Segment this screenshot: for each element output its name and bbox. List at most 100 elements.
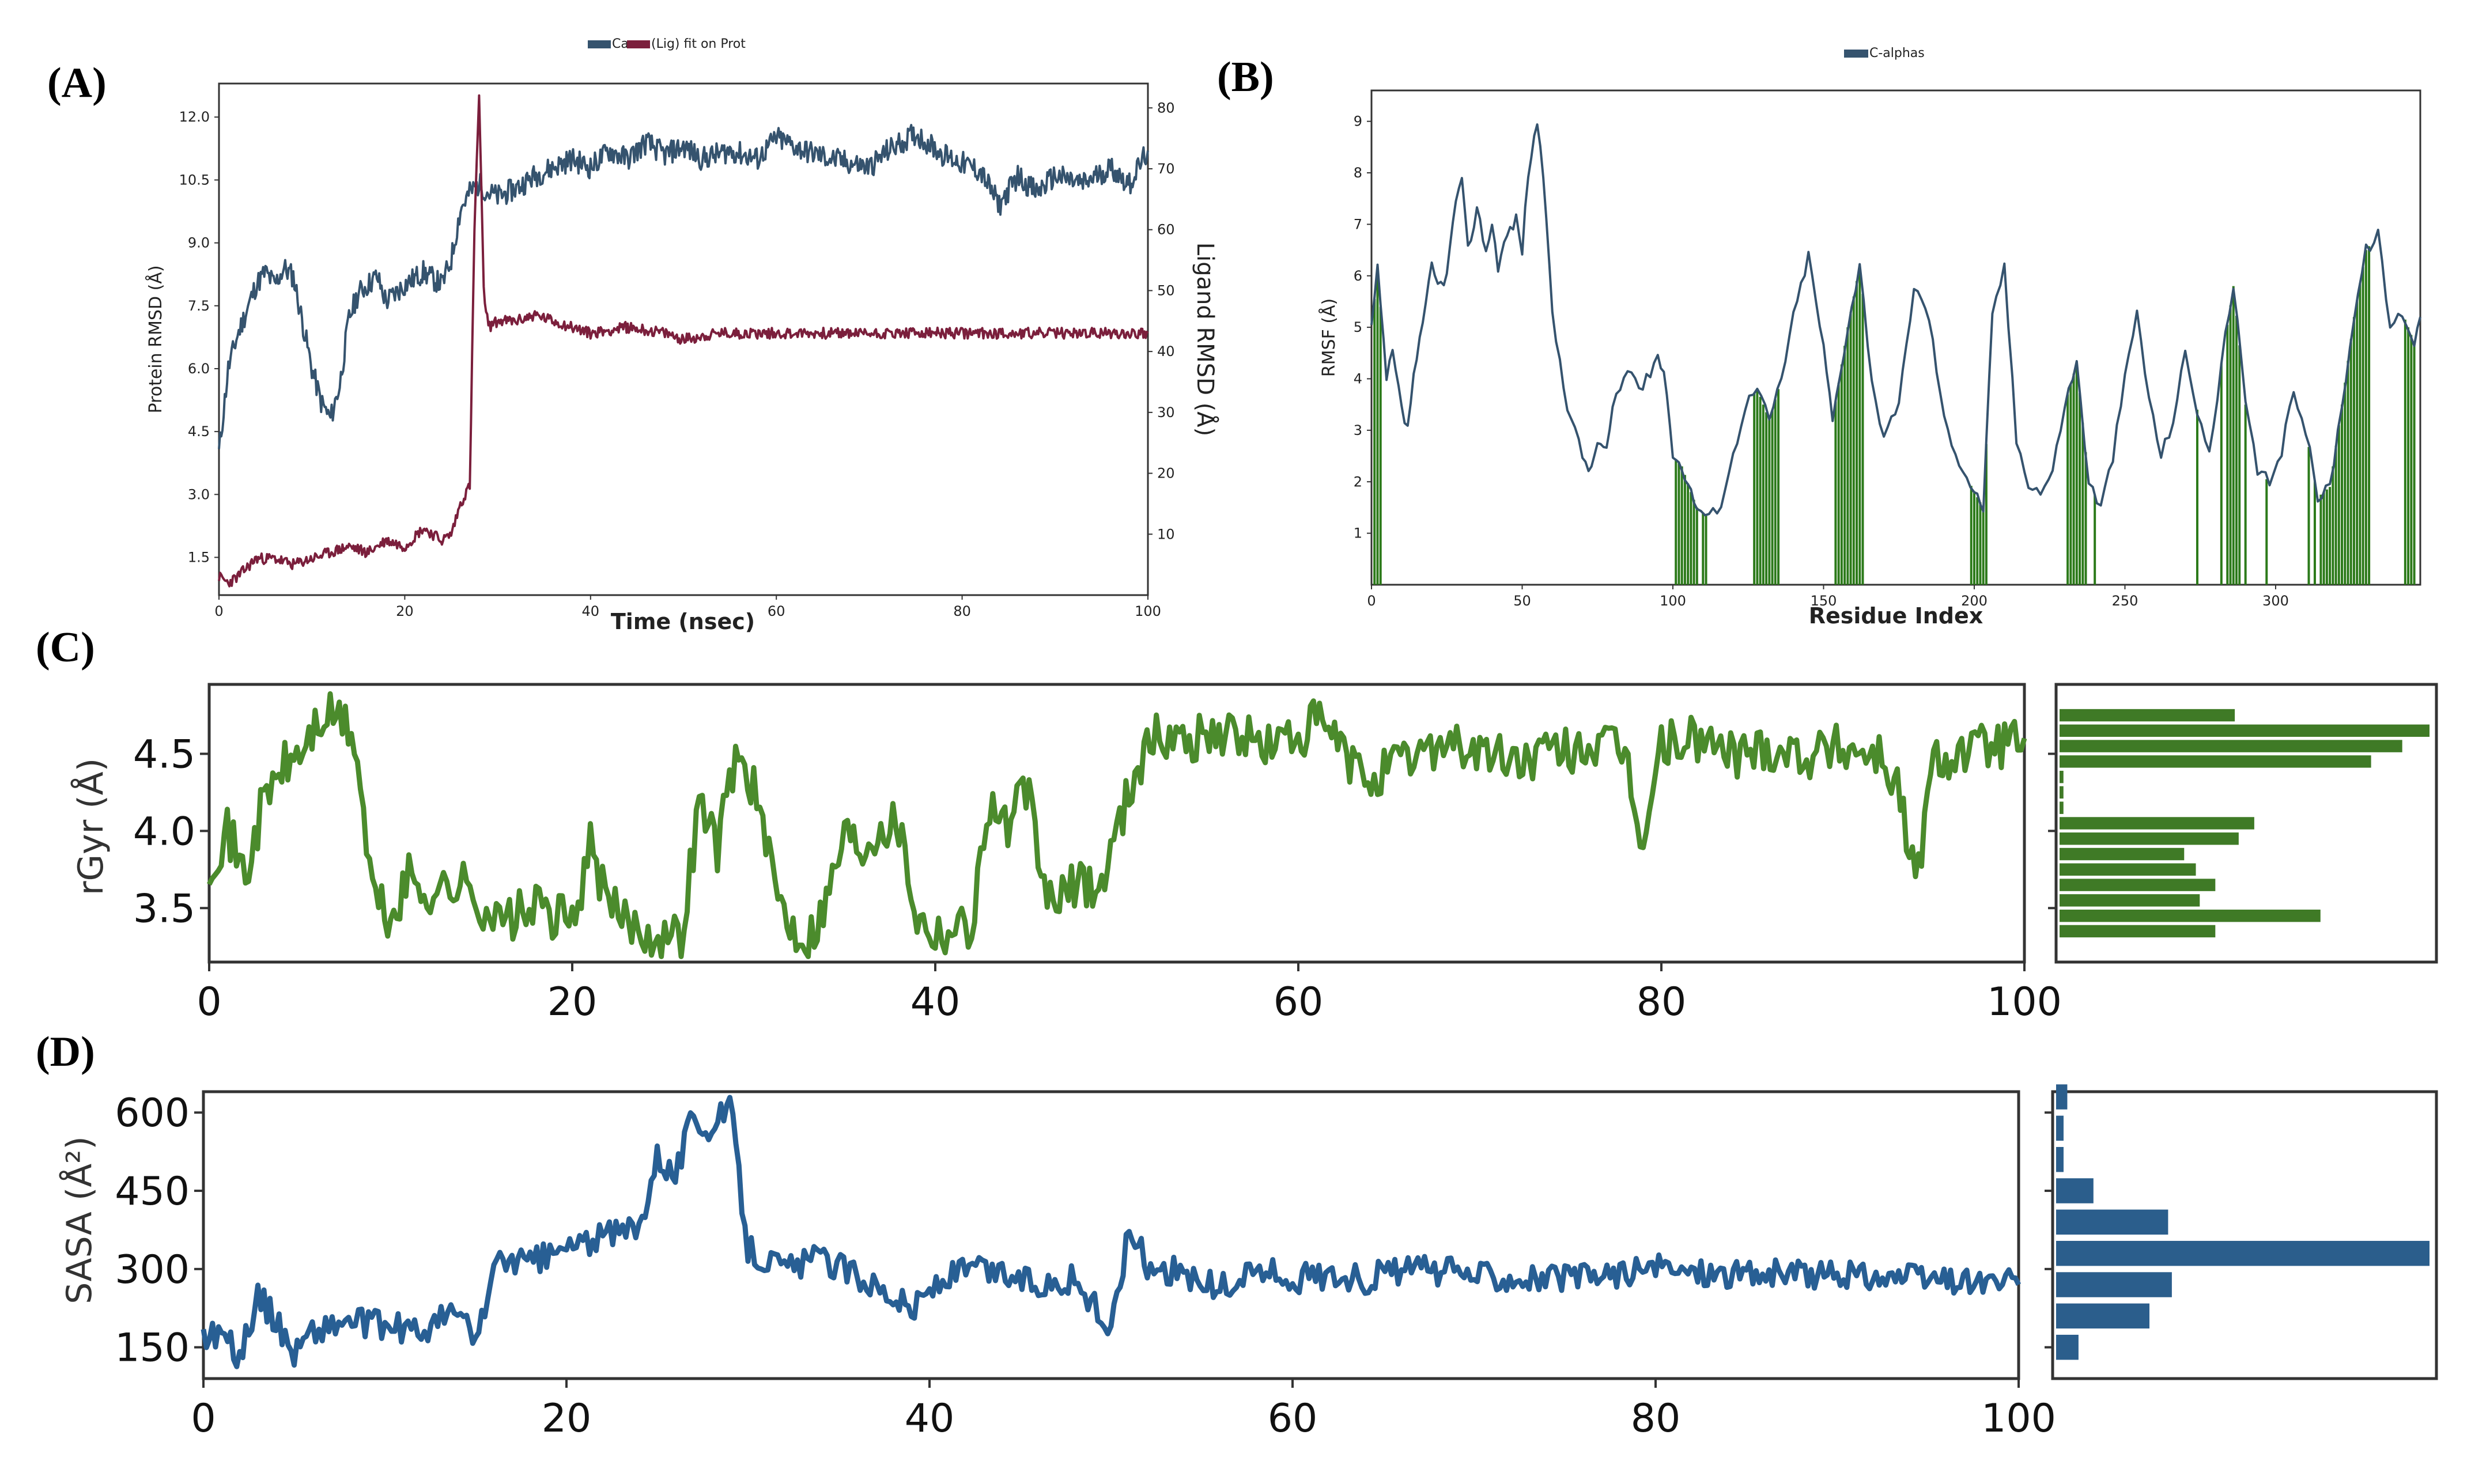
y2-tick-label-a: 30 (1157, 404, 1175, 421)
d-x-tick-label: 100 (1981, 1396, 2056, 1441)
panel-a: (A) Ca (Lig) fit on Prot 0 20 40 60 80 100 1.… (47, 37, 1219, 634)
hist-frame-d (2051, 1090, 2438, 1380)
d-x-tick-label: 40 (905, 1396, 955, 1441)
protein-rmsd-line (218, 124, 1149, 449)
y-axis-title-c: rGyr (Å) (70, 758, 111, 895)
d-series-line (201, 1095, 2022, 1369)
y-tick-label-a: 1.5 (188, 549, 210, 565)
legend-a-protein-label: Ca (612, 37, 629, 51)
d-x-tick-label: 60 (1268, 1396, 1318, 1441)
c-y-tick-label: 4.0 (133, 809, 195, 854)
y-tick-label-b: 7 (1354, 216, 1362, 232)
x-tick-label-a: 80 (953, 603, 971, 619)
rmsf-line (1370, 123, 2421, 517)
x-tick-label-b: 150 (1811, 593, 1837, 609)
y-axis-title-b: RMSF (Å) (1318, 298, 1339, 377)
c-hist-bar (2060, 740, 2402, 752)
c-x-tick-label: 60 (1274, 979, 1324, 1025)
d-hist-bar (2056, 1178, 2094, 1203)
x-axis-title-b: Residue Index (1809, 603, 1983, 629)
y-tick-label-a: 9.0 (188, 235, 210, 251)
x-tick-label-b: 300 (2262, 593, 2289, 609)
c-hist-bar (2060, 925, 2216, 938)
legend-a-ligand-label: (Lig) fit on Prot (651, 37, 746, 51)
d-y-tick-label: 450 (115, 1169, 190, 1214)
plot-frame-a (218, 82, 1149, 596)
c-hist-bar (2060, 863, 2196, 876)
c-x-tick-label: 0 (197, 979, 221, 1025)
legend-b: C-alphas (1844, 46, 1925, 60)
y-tick-label-a: 3.0 (188, 486, 210, 502)
c-hist-bar (2060, 801, 2064, 814)
d-y-tick-label: 300 (115, 1247, 190, 1293)
c-hist-bar (2060, 709, 2235, 722)
plot-frame-c (207, 683, 2026, 964)
x-tick-label-b: 50 (1513, 593, 1531, 609)
c-hist-bar (2060, 847, 2185, 861)
y2-tick-label-a: 50 (1157, 282, 1175, 298)
panel-b: (B) C-alphas 0 50 100 150 200 250 300 1 2 3 4 5 6 7 8… (1217, 46, 2421, 629)
c-hist-bar (2060, 909, 2321, 922)
x-tick-label-a: 60 (768, 603, 785, 619)
c-hist-bar (2060, 894, 2200, 907)
hist-frame-c (2054, 683, 2438, 964)
y-tick-label-a: 7.5 (188, 298, 210, 314)
x-tick-label-b: 250 (2112, 593, 2138, 609)
y2-tick-label-a: 70 (1157, 161, 1175, 177)
x-tick-label-a: 40 (582, 603, 600, 619)
x-tick-label-b: 200 (1961, 593, 1988, 609)
d-hist-bar (2056, 1303, 2149, 1329)
y-tick-label-a: 4.5 (188, 423, 210, 440)
x-tick-label-b: 100 (1660, 593, 1686, 609)
c-hist-bar (2060, 786, 2064, 799)
d-hist-bar (2056, 1240, 2430, 1266)
plot-frame-b (1370, 89, 2421, 586)
y2-tick-label-a: 60 (1157, 222, 1175, 238)
x-axis-title-a: Time (nsec) (611, 609, 755, 634)
x-tick-label-a: 0 (214, 603, 223, 619)
y-tick-label-b: 5 (1354, 319, 1362, 335)
c-hist-bar (2060, 879, 2216, 891)
y-tick-label-b: 6 (1354, 268, 1362, 284)
x-tick-label-a: 20 (396, 603, 414, 619)
y-tick-label-b: 2 (1354, 474, 1362, 490)
d-x-tick-label: 80 (1631, 1396, 1681, 1441)
d-x-tick-label: 20 (542, 1396, 592, 1441)
legend-a: Ca (Lig) fit on Prot (588, 37, 746, 51)
c-hist-bar (2060, 832, 2239, 845)
legend-a-ligand-swatch (627, 40, 650, 48)
legend-a-protein-swatch (588, 40, 611, 48)
legend-b-swatch (1844, 50, 1868, 58)
y-tick-label-b: 8 (1354, 165, 1362, 181)
y-tick-label-a: 10.5 (179, 172, 210, 188)
y-tick-label-b: 4 (1354, 371, 1362, 387)
ligand-rmsd-line (218, 94, 1149, 588)
c-hist-bar (2060, 817, 2254, 830)
y-tick-label-b: 9 (1354, 113, 1362, 130)
panel-c: (C) 0 20 40 60 80 100 3.5 4.0 4.5 rGyr (Å) (36, 624, 2438, 1025)
legend-b-label: C-alphas (1869, 46, 1925, 60)
d-hist-bar (2056, 1209, 2168, 1235)
c-x-tick-label: 80 (1637, 979, 1687, 1025)
c-hist-bar (2060, 770, 2064, 783)
c-hist-bar (2060, 724, 2430, 737)
d-hist-bar (2056, 1146, 2064, 1172)
y2-tick-label-a: 10 (1157, 526, 1175, 542)
y-axis-title-d: SASA (Å²) (59, 1136, 100, 1304)
d-y-tick-label: 600 (115, 1091, 190, 1136)
y-tick-label-b: 3 (1354, 422, 1362, 438)
panel-label-a: (A) (47, 59, 107, 107)
y-tick-label-b: 1 (1354, 525, 1362, 542)
d-hist-bar (2056, 1272, 2172, 1297)
x-tick-label-a: 100 (1135, 603, 1161, 619)
d-y-tick-label: 150 (115, 1326, 190, 1371)
c-x-tick-label: 40 (910, 979, 961, 1025)
c-x-tick-label: 100 (1987, 979, 2062, 1025)
c-x-tick-label: 20 (547, 979, 598, 1025)
y2-tick-label-a: 40 (1157, 343, 1175, 359)
d-hist-bar (2056, 1084, 2068, 1110)
panel-label-c: (C) (36, 624, 95, 671)
panel-label-d: (D) (36, 1028, 95, 1076)
plot-frame-d (202, 1090, 2020, 1380)
